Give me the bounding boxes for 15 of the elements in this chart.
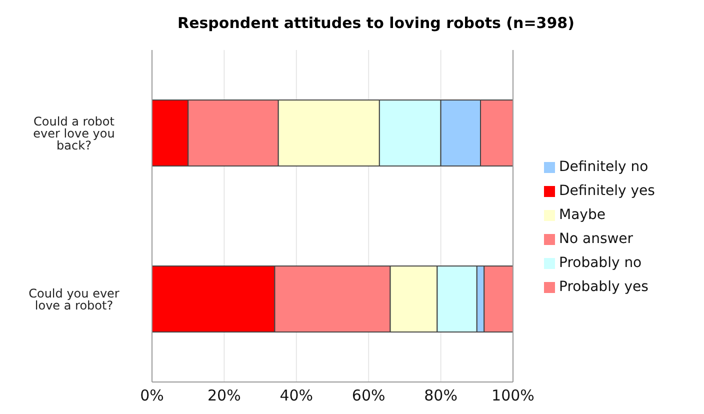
chart-title: Respondent attitudes to loving robots (n=398) xyxy=(176,13,576,34)
x-tick-label: 60% xyxy=(352,386,386,405)
y-tick-label: Could you ever love a robot? xyxy=(28,286,120,312)
legend-label: Definitely no xyxy=(559,159,648,175)
legend-label: Probably no xyxy=(559,255,642,271)
legend-label: Definitely yes xyxy=(559,183,655,199)
x-tick-label: 80% xyxy=(424,386,458,405)
x-tick-label: 100% xyxy=(492,386,534,405)
y-tick-label: Could a robot ever love you back? xyxy=(33,114,115,152)
legend-label: No answer xyxy=(559,231,634,247)
legend-label: Probably yes xyxy=(559,279,648,295)
x-tick-label: 0% xyxy=(140,386,164,405)
legend-label: Maybe xyxy=(559,207,606,223)
x-tick-label: 40% xyxy=(280,386,314,405)
x-tick-label: 20% xyxy=(208,386,241,405)
